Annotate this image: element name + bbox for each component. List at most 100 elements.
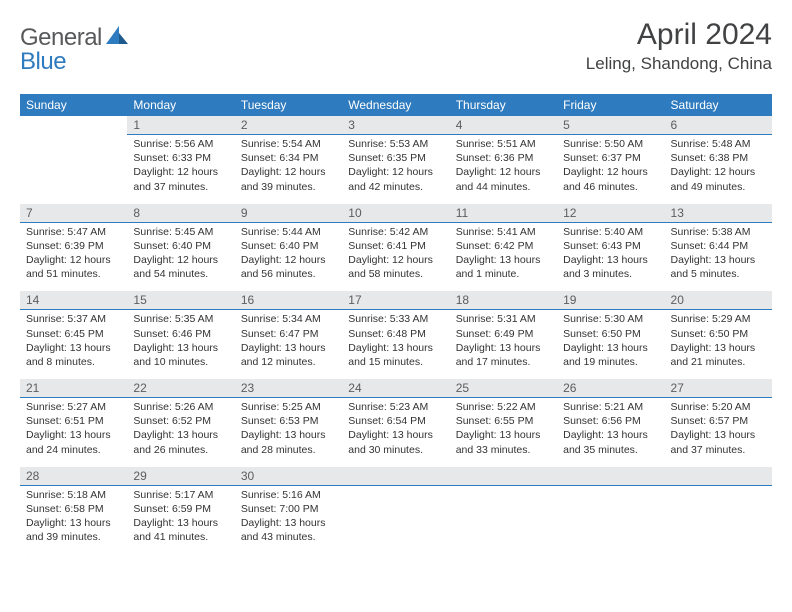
day-line-d2: and 41 minutes.	[133, 530, 228, 544]
day-content: Sunrise: 5:50 AMSunset: 6:37 PMDaylight:…	[557, 135, 664, 204]
day-content: Sunrise: 5:44 AMSunset: 6:40 PMDaylight:…	[235, 223, 342, 292]
day-line-d2: and 12 minutes.	[241, 355, 336, 369]
dow-saturday: Saturday	[665, 94, 772, 116]
day-line-d1: Daylight: 13 hours	[26, 341, 121, 355]
dow-sunday: Sunday	[20, 94, 127, 116]
week-row: 1Sunrise: 5:56 AMSunset: 6:33 PMDaylight…	[20, 116, 772, 204]
day-line-d2: and 49 minutes.	[671, 180, 766, 194]
day-number: 13	[665, 204, 772, 223]
day-number: 8	[127, 204, 234, 223]
day-content: Sunrise: 5:53 AMSunset: 6:35 PMDaylight:…	[342, 135, 449, 204]
day-line-d1: Daylight: 13 hours	[241, 516, 336, 530]
day-cell: 16Sunrise: 5:34 AMSunset: 6:47 PMDayligh…	[235, 291, 342, 379]
day-number: 19	[557, 291, 664, 310]
day-cell: 29Sunrise: 5:17 AMSunset: 6:59 PMDayligh…	[127, 467, 234, 555]
day-cell: 13Sunrise: 5:38 AMSunset: 6:44 PMDayligh…	[665, 204, 772, 292]
empty-cell	[557, 486, 664, 554]
day-cell: 24Sunrise: 5:23 AMSunset: 6:54 PMDayligh…	[342, 379, 449, 467]
day-cell: 25Sunrise: 5:22 AMSunset: 6:55 PMDayligh…	[450, 379, 557, 467]
day-content: Sunrise: 5:51 AMSunset: 6:36 PMDaylight:…	[450, 135, 557, 204]
logo-blue-row: Blue	[20, 48, 66, 76]
day-line-ss: Sunset: 6:43 PM	[563, 239, 658, 253]
day-line-d2: and 51 minutes.	[26, 267, 121, 281]
day-cell: 10Sunrise: 5:42 AMSunset: 6:41 PMDayligh…	[342, 204, 449, 292]
day-number: 1	[127, 116, 234, 135]
day-line-ss: Sunset: 6:58 PM	[26, 502, 121, 516]
day-line-sr: Sunrise: 5:40 AM	[563, 225, 658, 239]
day-line-d1: Daylight: 12 hours	[563, 165, 658, 179]
day-line-d1: Daylight: 12 hours	[348, 253, 443, 267]
day-content: Sunrise: 5:16 AMSunset: 7:00 PMDaylight:…	[235, 486, 342, 555]
day-line-d1: Daylight: 13 hours	[563, 428, 658, 442]
day-line-ss: Sunset: 6:50 PM	[671, 327, 766, 341]
day-line-d2: and 3 minutes.	[563, 267, 658, 281]
day-number: 5	[557, 116, 664, 135]
day-cell: 8Sunrise: 5:45 AMSunset: 6:40 PMDaylight…	[127, 204, 234, 292]
day-line-d1: Daylight: 13 hours	[456, 253, 551, 267]
day-cell: 26 Sunrise: 5:21 AMSunset: 6:56 PMDayligh…	[557, 379, 664, 467]
day-line-sr: Sunrise: 5:44 AM	[241, 225, 336, 239]
day-line-sr: Sunrise: 5:20 AM	[671, 400, 766, 414]
day-line-d1: Daylight: 12 hours	[671, 165, 766, 179]
day-line-sr: Sunrise: 5:53 AM	[348, 137, 443, 151]
day-line-ss: Sunset: 6:40 PM	[241, 239, 336, 253]
day-number: 28	[20, 467, 127, 486]
day-line-d2: and 1 minute.	[456, 267, 551, 281]
day-line-d2: and 26 minutes.	[133, 443, 228, 457]
day-line-ss: Sunset: 6:45 PM	[26, 327, 121, 341]
day-cell: 14Sunrise: 5:37 AMSunset: 6:45 PMDayligh…	[20, 291, 127, 379]
dow-tuesday: Tuesday	[235, 94, 342, 116]
day-content: Sunrise: 5:54 AMSunset: 6:34 PMDaylight:…	[235, 135, 342, 204]
day-cell: 15Sunrise: 5:35 AMSunset: 6:46 PMDayligh…	[127, 291, 234, 379]
day-line-sr: Sunrise: 5:45 AM	[133, 225, 228, 239]
day-line-sr: Sunrise: 5:29 AM	[671, 312, 766, 326]
day-line-ss: Sunset: 6:41 PM	[348, 239, 443, 253]
day-line-d2: and 58 minutes.	[348, 267, 443, 281]
day-line-ss: Sunset: 6:39 PM	[26, 239, 121, 253]
day-line-sr: Sunrise: 5:48 AM	[671, 137, 766, 151]
day-content: Sunrise: 5:27 AMSunset: 6:51 PMDaylight:…	[20, 398, 127, 467]
day-cell	[665, 467, 772, 555]
day-line-d2: and 39 minutes.	[26, 530, 121, 544]
day-number: 23	[235, 379, 342, 398]
day-line-d1: Daylight: 12 hours	[348, 165, 443, 179]
day-number: 2	[235, 116, 342, 135]
day-cell	[342, 467, 449, 555]
week-row: 14Sunrise: 5:37 AMSunset: 6:45 PMDayligh…	[20, 291, 772, 379]
day-line-ss: Sunset: 6:34 PM	[241, 151, 336, 165]
day-line-ss: Sunset: 6:56 PM	[563, 414, 658, 428]
day-line-ss: Sunset: 6:50 PM	[563, 327, 658, 341]
day-line-d2: and 43 minutes.	[241, 530, 336, 544]
day-line-sr: Sunrise: 5:31 AM	[456, 312, 551, 326]
week-row: 7Sunrise: 5:47 AMSunset: 6:39 PMDaylight…	[20, 204, 772, 292]
logo-triangle-icon	[106, 26, 128, 49]
day-cell: 27Sunrise: 5:20 AMSunset: 6:57 PMDayligh…	[665, 379, 772, 467]
day-line-sr: Sunrise: 5:30 AM	[563, 312, 658, 326]
calendar-body: 1Sunrise: 5:56 AMSunset: 6:33 PMDaylight…	[20, 116, 772, 554]
day-line-sr: Sunrise: 5:54 AM	[241, 137, 336, 151]
day-number: 26	[557, 379, 664, 398]
dow-monday: Monday	[127, 94, 234, 116]
day-line-d2: and 8 minutes.	[26, 355, 121, 369]
day-line-d1: Daylight: 13 hours	[563, 253, 658, 267]
day-line-d2: and 54 minutes.	[133, 267, 228, 281]
day-content: Sunrise: 5:41 AMSunset: 6:42 PMDaylight:…	[450, 223, 557, 292]
day-content: Sunrise: 5:31 AMSunset: 6:49 PMDaylight:…	[450, 310, 557, 379]
day-number: 18	[450, 291, 557, 310]
day-line-sr: Sunrise: 5:18 AM	[26, 488, 121, 502]
day-number: 6	[665, 116, 772, 135]
day-line-d2: and 37 minutes.	[133, 180, 228, 194]
day-cell: 12Sunrise: 5:40 AMSunset: 6:43 PMDayligh…	[557, 204, 664, 292]
day-line-sr: Sunrise: 5:21 AM	[563, 400, 658, 414]
day-line-d1: Daylight: 13 hours	[456, 428, 551, 442]
day-line-ss: Sunset: 6:40 PM	[133, 239, 228, 253]
week-row: 28 Sunrise: 5:18 AMSunset: 6:58 PM Dayligh…	[20, 467, 772, 555]
day-cell: 22Sunrise: 5:26 AMSunset: 6:52 PMDayligh…	[127, 379, 234, 467]
calendar-table: Sunday Monday Tuesday Wednesday Thursday…	[20, 94, 772, 554]
day-line-ss: Sunset: 6:35 PM	[348, 151, 443, 165]
day-line-d2: and 33 minutes.	[456, 443, 551, 457]
day-content: Sunrise: 5:56 AMSunset: 6:33 PMDaylight:…	[127, 135, 234, 204]
day-content: Sunrise: 5:26 AMSunset: 6:52 PMDaylight:…	[127, 398, 234, 467]
day-number: 24	[342, 379, 449, 398]
empty-cell	[450, 486, 557, 554]
